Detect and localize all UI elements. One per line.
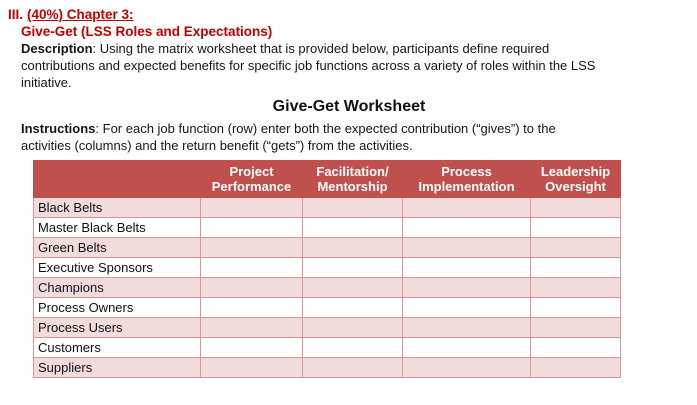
row-label: Green Belts [33, 237, 201, 258]
worksheet-cell[interactable] [200, 197, 303, 218]
worksheet-cell[interactable] [530, 197, 621, 218]
column-header-line: Mentorship [317, 179, 388, 194]
worksheet-cell[interactable] [530, 357, 621, 378]
worksheet-cell[interactable] [530, 337, 621, 358]
description-line-1: Description: Using the matrix worksheet … [21, 40, 690, 57]
worksheet-cell[interactable] [530, 237, 621, 258]
column-header-line: Performance [211, 179, 292, 194]
row-label: Suppliers [33, 357, 201, 378]
worksheet-cell[interactable] [200, 217, 303, 238]
worksheet-cell[interactable] [302, 197, 403, 218]
worksheet-cell[interactable] [302, 277, 403, 298]
description-line-2: contributions and expected benefits for … [21, 58, 596, 73]
description-text-1: : Using the matrix worksheet that is pro… [92, 41, 550, 56]
worksheet-cell[interactable] [530, 317, 621, 338]
row-label: Black Belts [33, 197, 201, 218]
worksheet-cell[interactable] [200, 337, 303, 358]
worksheet-cell[interactable] [302, 217, 403, 238]
worksheet-cell[interactable] [200, 357, 303, 378]
instructions-line-1: Instructions: For each job function (row… [21, 120, 690, 137]
worksheet-cell[interactable] [530, 257, 621, 278]
worksheet-cell[interactable] [530, 297, 621, 318]
column-header-line: Process [441, 164, 492, 179]
worksheet-cell[interactable] [200, 317, 303, 338]
section-heading: (40%) Chapter 3: [27, 7, 134, 22]
table-row-suppliers: Suppliers [33, 357, 621, 378]
worksheet-cell[interactable] [402, 217, 531, 238]
worksheet-cell[interactable] [402, 257, 531, 278]
column-header-project-performance: Project Performance [200, 160, 303, 198]
give-get-table: Project Performance Facilitation/ Mentor… [33, 160, 621, 378]
worksheet-cell[interactable] [402, 337, 531, 358]
column-header-facilitation-mentorship: Facilitation/ Mentorship [302, 160, 403, 198]
worksheet-cell[interactable] [530, 277, 621, 298]
worksheet-cell[interactable] [200, 277, 303, 298]
table-row-customers: Customers [33, 337, 621, 358]
worksheet-cell[interactable] [530, 217, 621, 238]
instructions-text-1: : For each job function (row) enter both… [95, 121, 556, 136]
worksheet-cell[interactable] [402, 357, 531, 378]
row-label: Process Users [33, 317, 201, 338]
section-numeral: III. [8, 7, 24, 22]
column-header-line: Project [229, 164, 274, 179]
instructions-line-2: activities (columns) and the return bene… [21, 138, 413, 153]
table-row-green-belts: Green Belts [33, 237, 621, 258]
column-header-line: Facilitation/ [316, 164, 389, 179]
table-row-process-users: Process Users [33, 317, 621, 338]
row-label: Champions [33, 277, 201, 298]
worksheet-cell[interactable] [302, 257, 403, 278]
column-header-line: Implementation [418, 179, 515, 194]
row-label: Customers [33, 337, 201, 358]
worksheet-cell[interactable] [200, 297, 303, 318]
section-subheading: Give-Get (LSS Roles and Expectations) [21, 24, 273, 39]
column-header-leadership-oversight: Leadership Oversight [530, 160, 621, 198]
worksheet-cell[interactable] [302, 357, 403, 378]
worksheet-title: Give-Get Worksheet [272, 98, 426, 115]
header-row: Project Performance Facilitation/ Mentor… [33, 160, 621, 198]
column-header-process-implementation: Process Implementation [402, 160, 531, 198]
table-row-master-black-belts: Master Black Belts [33, 217, 621, 238]
document-page: III. (40%) Chapter 3: Give-Get (LSS Roles… [8, 6, 690, 378]
description-line-3: initiative. [21, 75, 72, 90]
worksheet-cell[interactable] [402, 197, 531, 218]
worksheet-cell[interactable] [302, 237, 403, 258]
row-label: Executive Sponsors [33, 257, 201, 278]
section-heading-line: III. (40%) Chapter 3: [8, 6, 690, 23]
worksheet-cell[interactable] [402, 277, 531, 298]
worksheet-cell[interactable] [200, 257, 303, 278]
corner-header-cell [33, 160, 201, 198]
table-row-black-belts: Black Belts [33, 197, 621, 218]
table-row-process-owners: Process Owners [33, 297, 621, 318]
row-label: Master Black Belts [33, 217, 201, 238]
description-label: Description [21, 41, 93, 56]
worksheet-cell[interactable] [302, 337, 403, 358]
table-row-champions: Champions [33, 277, 621, 298]
worksheet-cell[interactable] [200, 237, 303, 258]
column-header-line: Oversight [545, 179, 606, 194]
worksheet-cell[interactable] [402, 317, 531, 338]
table-row-executive-sponsors: Executive Sponsors [33, 257, 621, 278]
row-label: Process Owners [33, 297, 201, 318]
instructions-label: Instructions [21, 121, 96, 136]
worksheet-cell[interactable] [402, 237, 531, 258]
column-header-line: Leadership [540, 164, 611, 179]
worksheet-cell[interactable] [302, 317, 403, 338]
worksheet-cell[interactable] [302, 297, 403, 318]
worksheet-cell[interactable] [402, 297, 531, 318]
